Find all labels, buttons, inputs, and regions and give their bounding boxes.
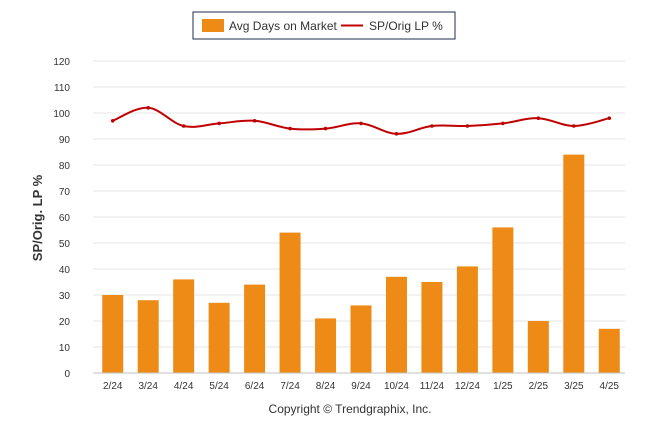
x-tick-label: 3/25: [564, 381, 584, 392]
bar-12-24[interactable]: [456, 266, 478, 373]
bar-2-24[interactable]: [102, 295, 124, 373]
line-point-12-24[interactable]: [465, 124, 470, 128]
line-point-7-24[interactable]: [288, 126, 292, 131]
x-tick-label: 2/25: [529, 381, 549, 392]
line-point-3-24[interactable]: [146, 106, 150, 110]
bar-7-24[interactable]: [279, 232, 301, 373]
x-axis-tick-labels: 2/24 3/24 4/24 5/24 6/24 7/24 8/24 9/24 10/24 11/…: [103, 381, 619, 392]
legend-bar-swatch: [202, 19, 224, 32]
y-axis-title: SP/Orig. LP %: [30, 174, 45, 261]
y-tick-label: 10: [59, 343, 71, 354]
bar-4-25[interactable]: [598, 328, 620, 373]
y-axis-tick-labels: 0 10 20 30 40 50 60 70 80 90 100 110 120: [53, 57, 70, 380]
bar-2-25[interactable]: [527, 321, 549, 373]
x-tick-label: 9/24: [351, 381, 371, 392]
x-tick-label: 4/25: [600, 381, 620, 392]
y-tick-label: 40: [59, 265, 71, 276]
line-point-3-25[interactable]: [572, 124, 576, 128]
bar-series: [102, 154, 620, 373]
line-point-4-25[interactable]: [607, 116, 612, 120]
bar-3-24[interactable]: [137, 300, 159, 373]
y-tick-label: 0: [64, 369, 70, 380]
bar-6-24[interactable]: [244, 284, 266, 373]
y-tick-label: 70: [59, 187, 71, 198]
line-point-11-24[interactable]: [430, 124, 434, 128]
line-point-9-24[interactable]: [359, 121, 363, 126]
line-point-4-24[interactable]: [181, 124, 186, 128]
bar-10-24[interactable]: [385, 276, 407, 373]
x-tick-label: 10/24: [384, 381, 409, 392]
x-tick-label: 6/24: [245, 381, 265, 392]
x-tick-label: 1/25: [493, 381, 513, 392]
y-tick-label: 80: [59, 161, 71, 172]
grid-lines: [93, 60, 625, 348]
bar-11-24[interactable]: [421, 282, 443, 373]
line-series: [110, 106, 612, 136]
y-tick-label: 20: [59, 317, 71, 328]
x-tick-label: 12/24: [455, 381, 480, 392]
y-tick-label: 50: [59, 239, 71, 250]
bar-4-24[interactable]: [173, 279, 195, 373]
bar-9-24[interactable]: [350, 305, 372, 373]
line-point-6-24[interactable]: [252, 119, 257, 123]
legend-box: [192, 11, 456, 40]
x-tick-label: 11/24: [420, 381, 445, 392]
x-tick-label: 2/24: [103, 381, 123, 392]
line-point-1-25[interactable]: [501, 121, 505, 126]
line-point-5-24[interactable]: [217, 121, 221, 126]
line-point-2-25[interactable]: [536, 116, 541, 120]
legend-line-label: SP/Orig LP %: [369, 19, 443, 33]
x-tick-label: 5/24: [209, 381, 229, 392]
y-tick-label: 110: [54, 83, 70, 94]
y-tick-label: 30: [59, 291, 71, 302]
x-tick-label: 4/24: [174, 381, 194, 392]
legend-bar-label: Avg Days on Market: [229, 19, 337, 33]
x-tick-label: 8/24: [316, 381, 336, 392]
y-tick-label: 60: [59, 213, 71, 224]
y-tick-label: 120: [53, 57, 70, 68]
bar-3-25[interactable]: [563, 154, 585, 373]
line-point-2-24[interactable]: [110, 119, 115, 123]
line-point-10-24[interactable]: [394, 132, 399, 136]
bar-1-25[interactable]: [492, 227, 514, 373]
x-tick-label: 3/24: [138, 381, 158, 392]
y-tick-label: 100: [53, 109, 70, 120]
sp-orig-lp-line: [112, 106, 610, 135]
legend[interactable]: Avg Days on Market SP/Orig LP %: [192, 11, 456, 40]
copyright-text: Copyright © Trendgraphix, Inc.: [269, 402, 432, 416]
x-tick-label: 7/24: [280, 381, 300, 392]
bar-8-24[interactable]: [315, 318, 337, 373]
y-tick-label: 90: [59, 135, 71, 146]
line-point-8-24[interactable]: [323, 126, 328, 131]
bar-5-24[interactable]: [208, 302, 230, 373]
